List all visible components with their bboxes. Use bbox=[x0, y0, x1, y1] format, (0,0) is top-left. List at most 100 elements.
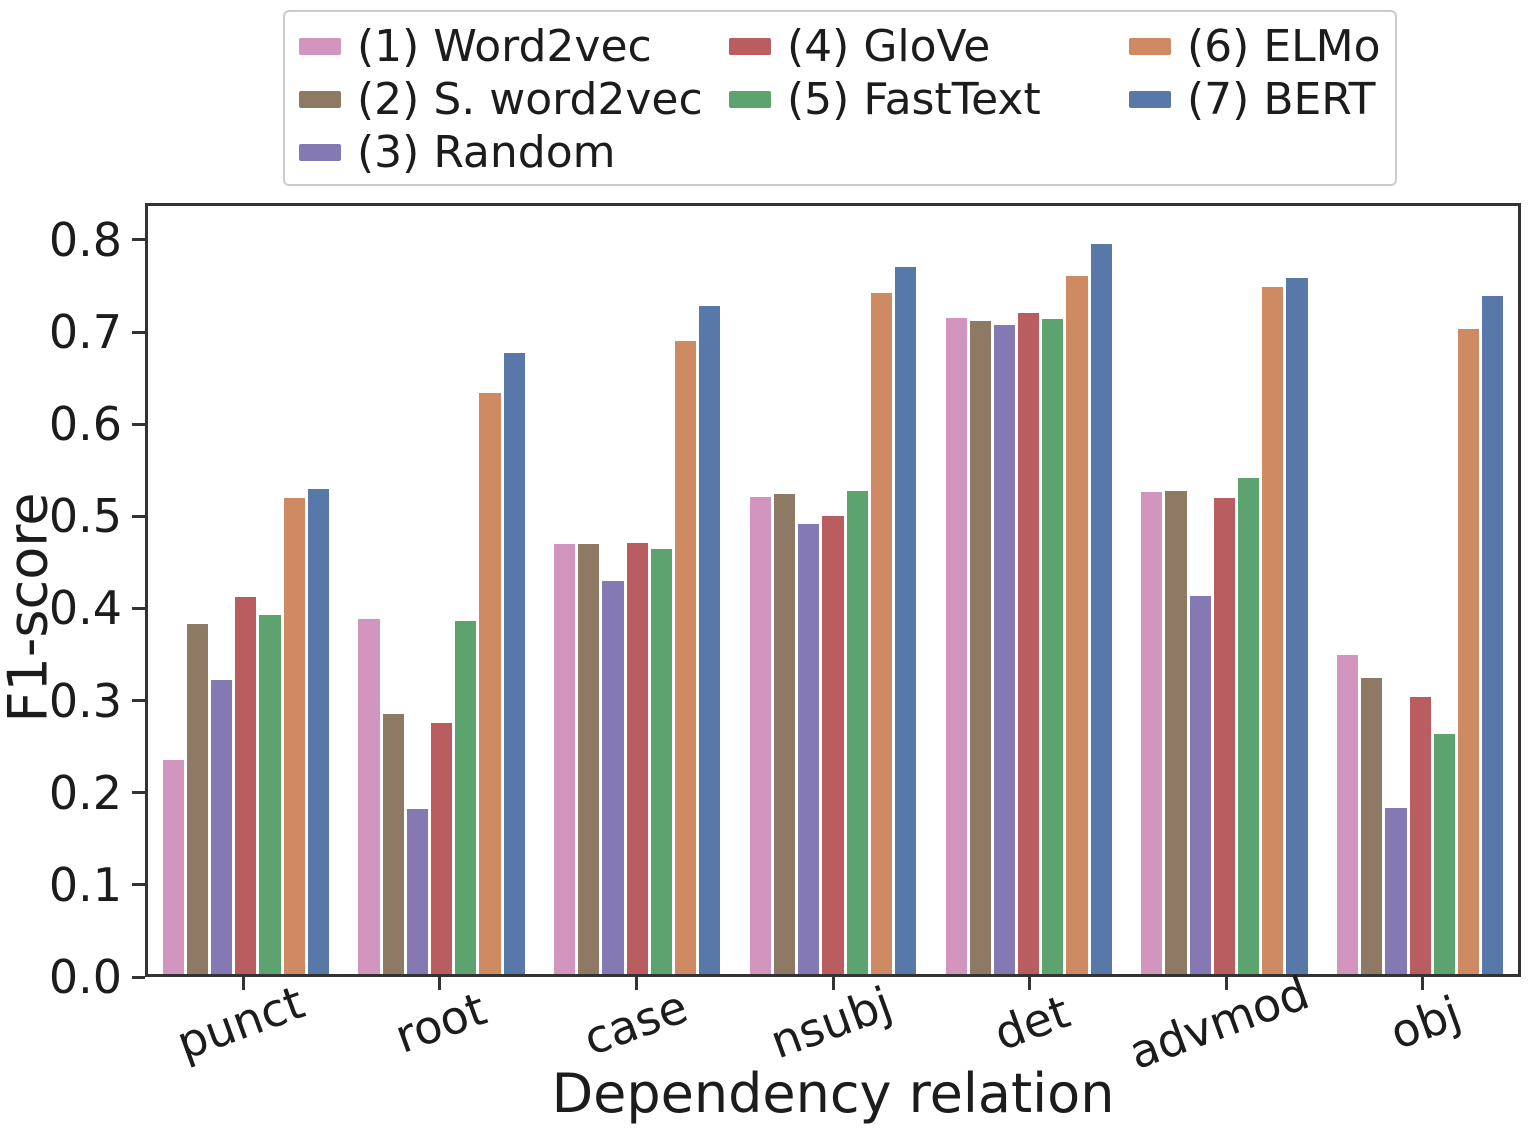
bar-nsubj--5-fasttext bbox=[846, 491, 868, 974]
y-tick-label: 0.8 bbox=[48, 212, 122, 267]
legend-item: (6) ELMo bbox=[1129, 20, 1385, 73]
bar-obj--7-bert bbox=[1482, 295, 1504, 974]
bar-group-advmod bbox=[1127, 206, 1323, 974]
legend-item: (2) S. word2vec bbox=[299, 73, 729, 126]
y-tick-label: 0.3 bbox=[48, 673, 122, 728]
bar-punct--2-s-word2vec bbox=[186, 623, 209, 974]
x-tick-label-advmod: advmod bbox=[1122, 965, 1317, 1080]
legend-label: (4) GloVe bbox=[787, 20, 991, 72]
bar-group-det bbox=[931, 206, 1127, 974]
plot-area bbox=[145, 203, 1521, 977]
bar-obj--3-random bbox=[1385, 807, 1407, 974]
bar-advmod--1-word2vec bbox=[1141, 492, 1163, 974]
bar-obj--2-s-word2vec bbox=[1361, 677, 1383, 974]
bar-det--6-elmo bbox=[1066, 276, 1088, 974]
bar-root--6-elmo bbox=[479, 392, 501, 974]
bar-obj--1-word2vec bbox=[1336, 654, 1359, 974]
bar-group-nsubj bbox=[735, 206, 931, 974]
bar-root--3-random bbox=[406, 809, 428, 974]
bar-det--7-bert bbox=[1090, 244, 1112, 974]
x-tick-label-punct: punct bbox=[169, 974, 312, 1071]
x-tick-mark bbox=[1028, 977, 1032, 990]
y-tick-mark bbox=[132, 606, 145, 610]
bar-advmod--5-fasttext bbox=[1238, 478, 1260, 974]
legend: (1) Word2vec (2) S. word2vec (3) Random (4)… bbox=[283, 10, 1397, 186]
bar-root--2-s-word2vec bbox=[382, 714, 404, 974]
y-tick-label: 0.5 bbox=[48, 489, 122, 544]
bar-det--5-fasttext bbox=[1042, 319, 1064, 974]
legend-swatch-icon bbox=[1129, 91, 1171, 108]
legend-swatch-icon bbox=[299, 91, 341, 108]
legend-label: (5) FastText bbox=[787, 73, 1041, 125]
bars-row bbox=[749, 206, 917, 974]
bar-case--5-fasttext bbox=[650, 548, 673, 974]
bar-det--1-word2vec bbox=[945, 317, 967, 974]
bar-nsubj--6-elmo bbox=[870, 292, 892, 974]
legend-label: (3) Random bbox=[357, 126, 616, 178]
bar-punct--1-word2vec bbox=[162, 760, 184, 974]
bar-case--2-s-word2vec bbox=[578, 544, 600, 974]
y-tick-label: 0.2 bbox=[48, 765, 122, 820]
y-tick-mark bbox=[132, 238, 145, 242]
bar-group-case bbox=[539, 206, 735, 974]
bar-obj--4-glove bbox=[1409, 696, 1431, 974]
y-tick-mark bbox=[132, 422, 145, 426]
bars-row bbox=[1336, 206, 1504, 974]
bars-row bbox=[554, 206, 721, 974]
legend-swatch-icon bbox=[729, 38, 771, 55]
legend-swatch-icon bbox=[299, 144, 341, 161]
bar-advmod--2-s-word2vec bbox=[1165, 491, 1187, 974]
x-tick-mark bbox=[831, 977, 835, 990]
bar-det--3-random bbox=[993, 324, 1016, 974]
bar-punct--7-bert bbox=[307, 489, 329, 974]
bars-row bbox=[358, 206, 525, 974]
y-tick-mark bbox=[132, 883, 145, 887]
bar-nsubj--2-s-word2vec bbox=[774, 494, 796, 974]
bar-root--7-bert bbox=[503, 353, 525, 974]
x-axis-title: Dependency relation bbox=[551, 1062, 1115, 1125]
bar-det--2-s-word2vec bbox=[969, 321, 991, 974]
legend-column: (6) ELMo (7) BERT bbox=[1129, 20, 1385, 179]
bar-punct--3-random bbox=[211, 679, 233, 974]
bar-root--4-glove bbox=[430, 722, 453, 974]
bar-advmod--4-glove bbox=[1213, 497, 1236, 974]
x-tick-label-root: root bbox=[387, 981, 493, 1064]
legend-item: (1) Word2vec bbox=[299, 20, 729, 73]
legend-column: (4) GloVe (5) FastText bbox=[729, 20, 1129, 179]
y-tick-label: 0.6 bbox=[48, 397, 122, 452]
y-tick-label: 0.1 bbox=[48, 857, 122, 912]
x-tick-label-nsubj: nsubj bbox=[763, 975, 899, 1070]
legend-swatch-icon bbox=[1129, 38, 1171, 55]
legend-item: (7) BERT bbox=[1129, 73, 1385, 126]
bar-case--6-elmo bbox=[675, 341, 697, 974]
bar-nsubj--3-random bbox=[798, 524, 820, 974]
legend-swatch-icon bbox=[299, 38, 341, 55]
bar-case--1-word2vec bbox=[554, 544, 576, 974]
bar-advmod--6-elmo bbox=[1262, 287, 1284, 974]
bar-obj--6-elmo bbox=[1457, 328, 1480, 974]
y-tick-mark bbox=[132, 514, 145, 518]
bar-punct--4-glove bbox=[235, 597, 257, 974]
y-tick-mark bbox=[132, 699, 145, 703]
bar-advmod--3-random bbox=[1189, 596, 1211, 974]
x-tick-mark bbox=[1421, 977, 1425, 990]
bar-case--4-glove bbox=[626, 543, 648, 974]
bar-advmod--7-bert bbox=[1286, 278, 1308, 974]
x-tick-mark bbox=[634, 977, 638, 990]
bar-group-root bbox=[344, 206, 540, 974]
legend-label: (2) S. word2vec bbox=[357, 73, 703, 125]
x-tick-label-det: det bbox=[986, 984, 1077, 1061]
x-tick-mark bbox=[1224, 977, 1228, 990]
bar-nsubj--4-glove bbox=[822, 515, 844, 974]
x-tick-mark bbox=[241, 977, 245, 990]
bar-punct--6-elmo bbox=[283, 497, 305, 974]
y-tick-mark bbox=[132, 975, 145, 979]
bar-det--4-glove bbox=[1018, 312, 1040, 974]
legend-label: (1) Word2vec bbox=[357, 20, 652, 72]
legend-item: (4) GloVe bbox=[729, 20, 1129, 73]
bars-layer bbox=[148, 206, 1518, 974]
y-tick-mark bbox=[132, 330, 145, 334]
bar-obj--5-fasttext bbox=[1433, 733, 1455, 974]
x-tick-mark bbox=[438, 977, 442, 990]
